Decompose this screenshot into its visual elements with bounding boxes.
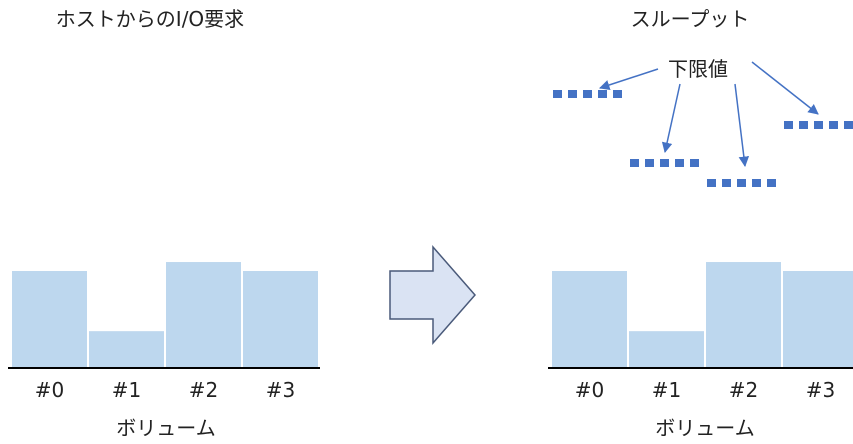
right-volume-label-2: #2 [729, 378, 758, 402]
right-panel-title: スループット [631, 7, 750, 31]
right-axis-label: ボリューム [655, 416, 754, 440]
right-volume-label-0: #0 [575, 378, 604, 402]
right-bar-vol2 [706, 262, 781, 367]
lower-limit-label: 下限値 [668, 57, 728, 81]
right-volume-label-1: #1 [652, 378, 681, 402]
left-bar-vol3 [243, 271, 318, 367]
left-bar-vol0 [12, 271, 87, 367]
callout-arrow-vol3 [751, 61, 819, 115]
left-volume-label-0: #0 [35, 378, 64, 402]
left-volume-label-1: #1 [112, 378, 141, 402]
left-axis-label: ボリューム [116, 416, 215, 440]
right-bar-vol1 [629, 331, 704, 367]
right-volume-label-3: #3 [806, 378, 835, 402]
right-volume-bars [552, 262, 853, 367]
left-volume-bars [12, 262, 318, 367]
left-panel-title: ホストからのI/O要求 [56, 7, 244, 31]
right-volume-labels: #0 #1 #2 #3 [575, 378, 835, 402]
callout-arrow-vol1 [661, 83, 681, 154]
transition-arrow-icon [389, 245, 476, 345]
left-bar-vol2 [166, 262, 241, 367]
left-volume-labels: #0 #1 #2 #3 [35, 378, 295, 402]
left-volume-label-3: #3 [266, 378, 295, 402]
callout-arrow-vol2 [734, 83, 750, 168]
right-bar-vol3 [783, 271, 853, 367]
left-bar-vol1 [89, 331, 164, 367]
left-volume-label-2: #2 [189, 378, 218, 402]
right-bar-vol0 [552, 271, 627, 367]
callout-arrow-vol0 [599, 68, 659, 91]
